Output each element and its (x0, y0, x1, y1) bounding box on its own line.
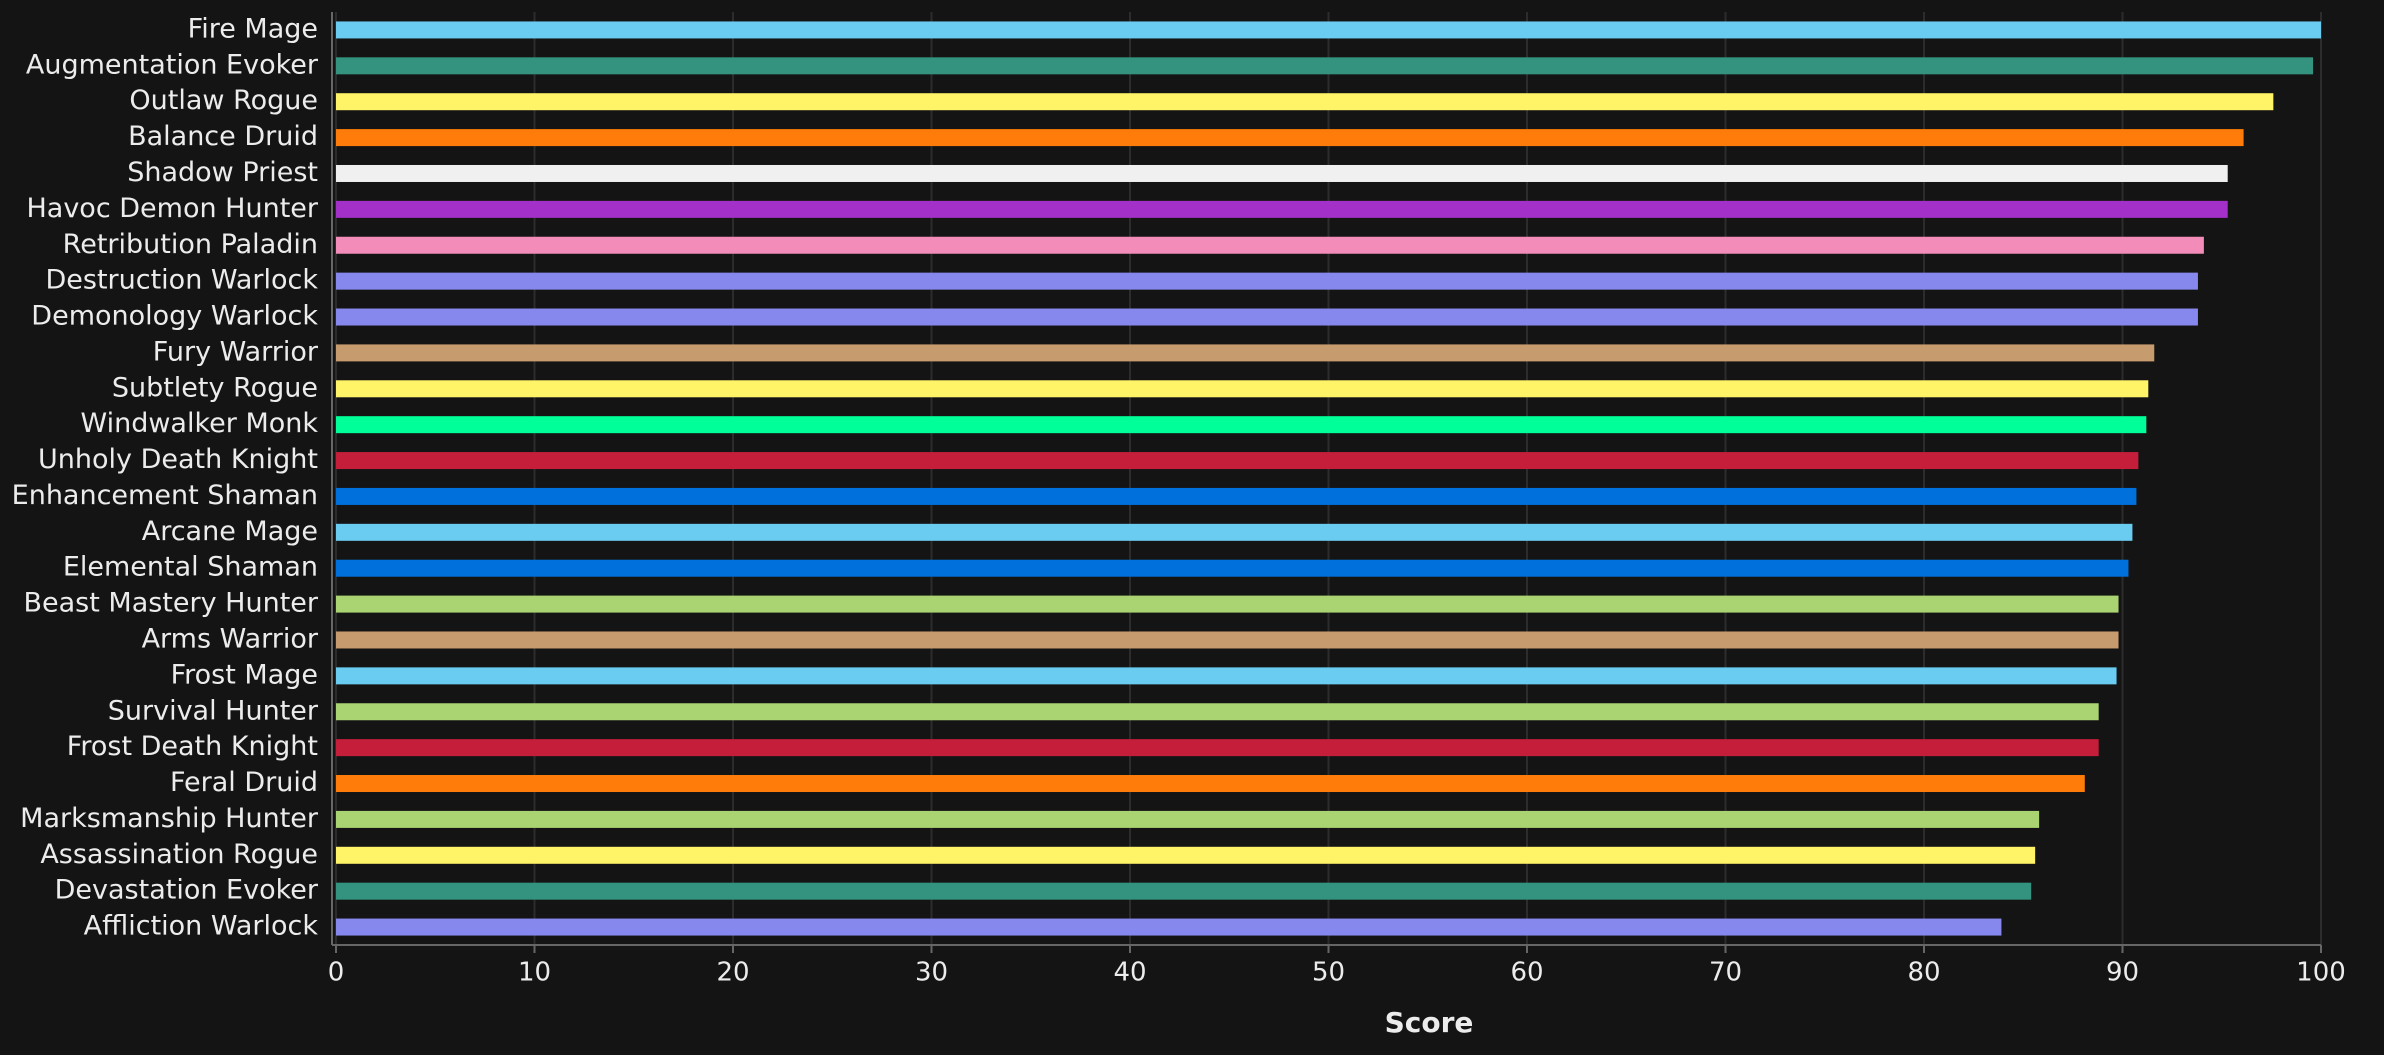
y-tick-label: Destruction Warlock (45, 265, 318, 296)
x-tick-label: 10 (518, 958, 551, 988)
y-tick-label: Frost Death Knight (67, 731, 318, 762)
bar (336, 344, 2155, 362)
y-tick-label: Beast Mastery Hunter (23, 588, 318, 619)
x-tick-label: 40 (1113, 958, 1146, 988)
bar (336, 595, 2119, 613)
bar (336, 272, 2198, 290)
bar (336, 57, 2314, 75)
y-tick-label: Feral Druid (170, 767, 318, 798)
bar (336, 380, 2149, 398)
bar (336, 308, 2198, 326)
x-tick-label: 70 (1709, 958, 1742, 988)
x-tick-label: 0 (328, 958, 345, 988)
y-tick-label: Augmentation Evoker (26, 49, 319, 80)
bar (336, 93, 2274, 111)
x-axis-label: Score (1385, 1006, 1474, 1039)
y-tick-label: Arms Warrior (142, 623, 319, 654)
bar (336, 559, 2129, 577)
y-tick-label: Survival Hunter (108, 695, 319, 726)
y-tick-label: Windwalker Monk (80, 408, 318, 439)
x-tick-label: 80 (1907, 958, 1940, 988)
x-tick-label: 100 (2296, 958, 2346, 988)
y-tick-label: Shadow Priest (127, 157, 318, 188)
bar (336, 667, 2117, 685)
x-tick-label: 20 (716, 958, 749, 988)
bar (336, 487, 2137, 505)
bar (336, 129, 2244, 147)
bar (336, 918, 2002, 936)
y-tick-label: Frost Mage (171, 659, 318, 690)
bar (336, 810, 2040, 828)
y-tick-label: Marksmanship Hunter (20, 803, 319, 834)
bar (336, 882, 2032, 900)
y-tick-label: Affliction Warlock (84, 911, 319, 942)
y-tick-label: Balance Druid (128, 121, 318, 152)
y-tick-label: Havoc Demon Hunter (26, 193, 318, 224)
bar (336, 775, 2085, 793)
bar (336, 703, 2099, 721)
bar (336, 200, 2228, 218)
bar (336, 21, 2321, 39)
y-tick-label: Fire Mage (188, 13, 318, 44)
y-tick-label: Retribution Paladin (63, 229, 318, 260)
y-tick-label: Assassination Rogue (40, 839, 318, 870)
bar (336, 631, 2119, 649)
bar (336, 164, 2228, 182)
y-tick-label: Arcane Mage (142, 516, 318, 547)
x-tick-label: 90 (2106, 958, 2139, 988)
y-tick-label: Unholy Death Knight (38, 444, 318, 475)
y-tick-label: Subtlety Rogue (112, 372, 318, 403)
y-tick-label: Fury Warrior (153, 336, 319, 367)
bar (336, 523, 2133, 541)
bar (336, 416, 2147, 434)
bar (336, 452, 2139, 470)
y-tick-label: Outlaw Rogue (129, 85, 318, 116)
x-tick-label: 30 (915, 958, 948, 988)
y-tick-label: Demonology Warlock (31, 301, 318, 332)
y-tick-label: Enhancement Shaman (12, 480, 318, 511)
y-tick-label: Elemental Shaman (63, 552, 318, 583)
bar (336, 846, 2036, 864)
bar (336, 739, 2099, 757)
x-tick-label: 50 (1312, 958, 1345, 988)
x-tick-label: 60 (1510, 958, 1543, 988)
y-tick-label: Devastation Evoker (55, 875, 319, 906)
bar (336, 236, 2204, 254)
